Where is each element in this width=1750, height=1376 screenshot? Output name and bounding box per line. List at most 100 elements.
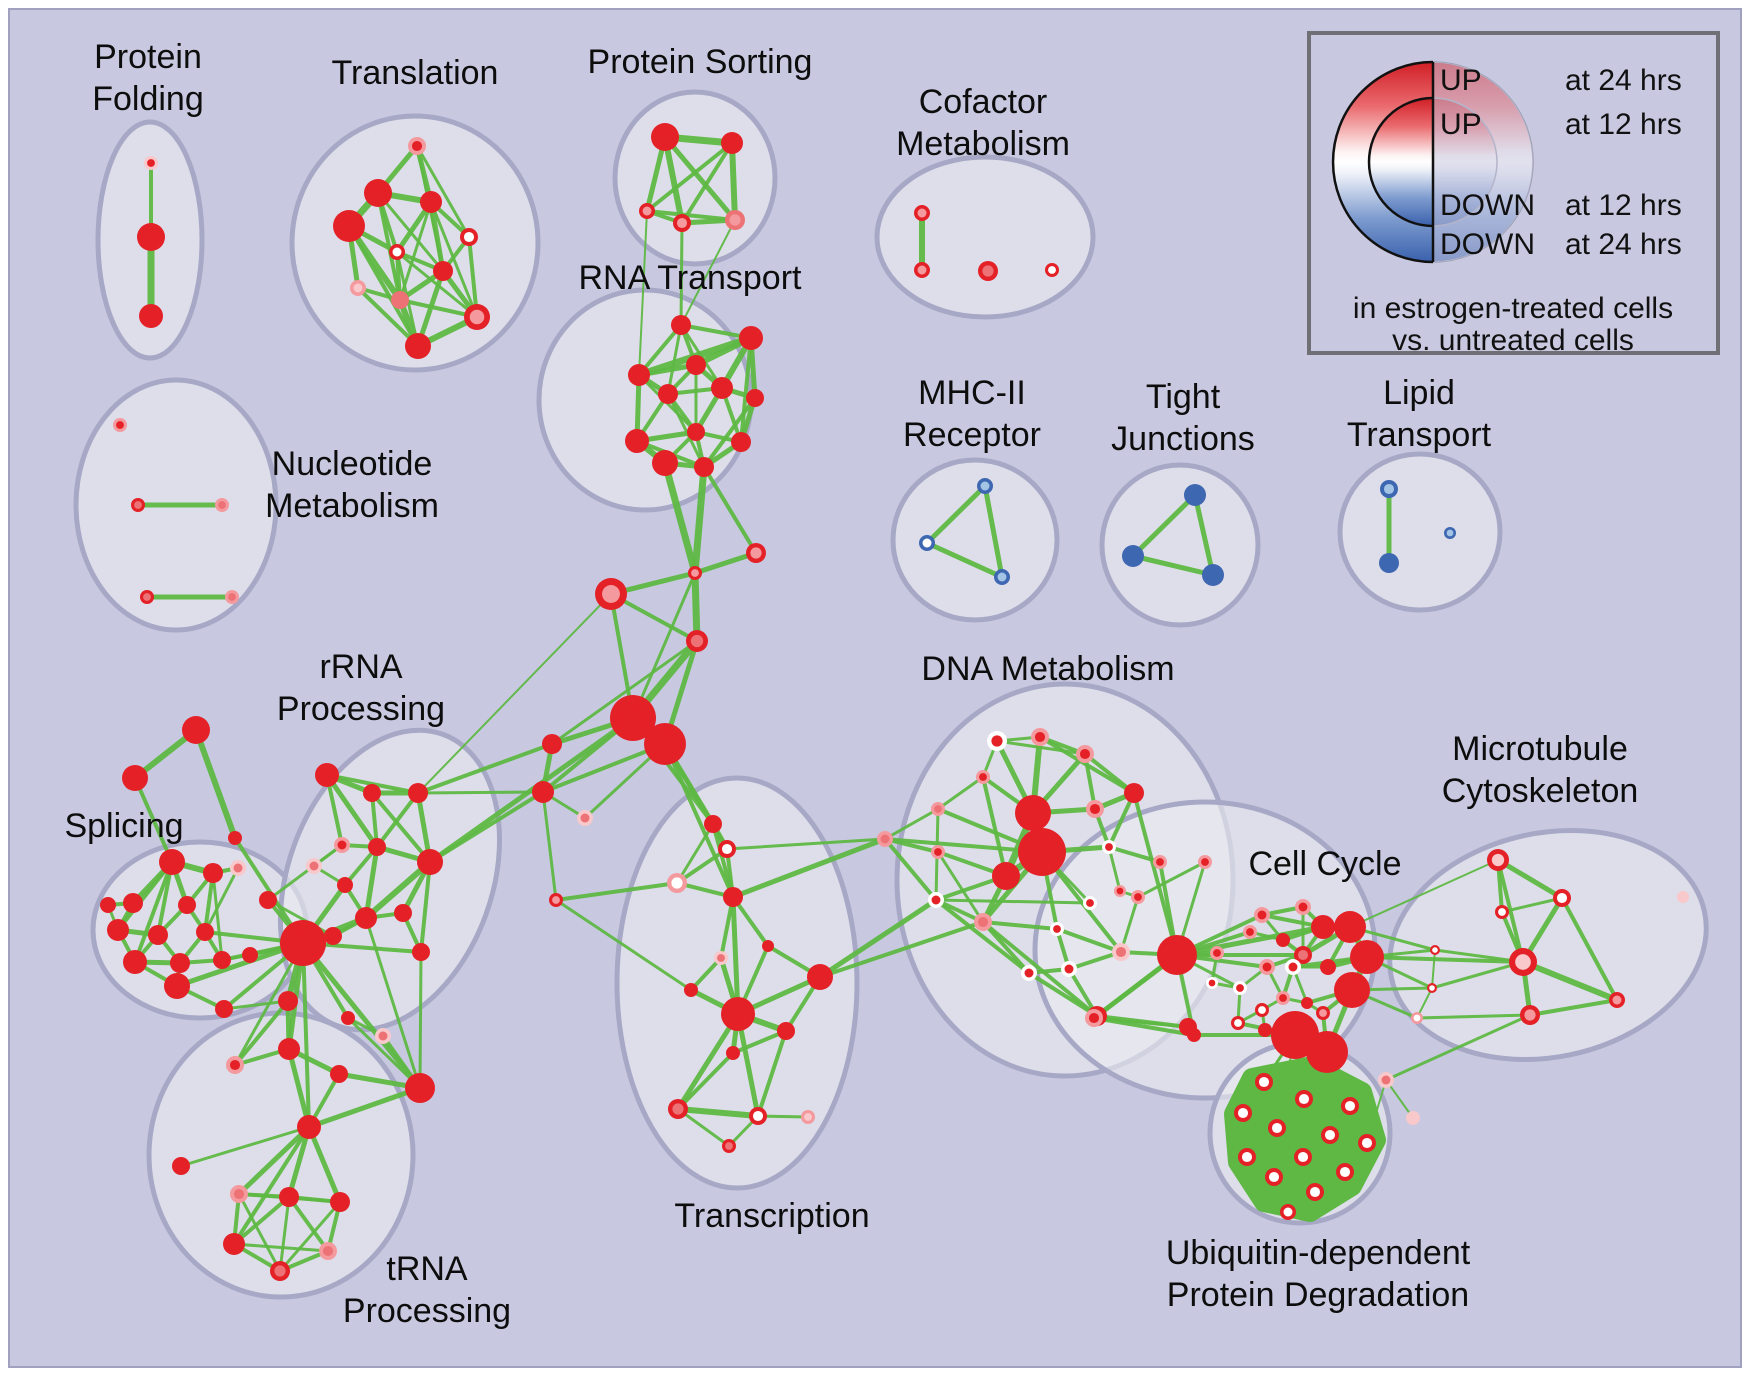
node-ub6 xyxy=(1321,1126,1339,1144)
cluster-cofactor-metabolism xyxy=(874,154,1096,320)
node-inner-disc xyxy=(1213,949,1221,957)
edge-rp2-rp6 xyxy=(370,791,379,849)
node-d22 xyxy=(1157,935,1197,975)
node-cc13 xyxy=(1285,959,1301,975)
node-inner-disc xyxy=(998,868,1014,884)
edge-rp13-u5 xyxy=(418,950,423,1090)
node-ub7 xyxy=(1358,1134,1376,1152)
node-inner-disc xyxy=(1262,962,1272,972)
edge-mt4-mt5 xyxy=(1520,959,1620,1003)
node-inner-disc xyxy=(1319,1009,1327,1017)
node-tx2 xyxy=(718,840,736,858)
node-inner-disc xyxy=(750,547,762,559)
node-inner-disc xyxy=(698,461,710,473)
node-n3 xyxy=(215,498,229,512)
edge-tx9-tx12 xyxy=(675,1011,741,1112)
node-ub1 xyxy=(1255,1073,1273,1091)
node-inner-disc xyxy=(1341,979,1363,1001)
edge-x1-h1 xyxy=(631,571,697,720)
node-inner-disc xyxy=(1357,947,1377,967)
node-ps3 xyxy=(639,203,655,219)
node-inner-disc xyxy=(469,309,485,325)
edge-ps3-r3 xyxy=(638,210,648,376)
node-t6 xyxy=(389,244,405,260)
cluster-label-transcription-line0: Transcription xyxy=(674,1197,869,1235)
node-mt6 xyxy=(1520,1005,1540,1025)
node-inner-disc xyxy=(1298,902,1308,912)
node-u1 xyxy=(278,991,298,1011)
node-u11 xyxy=(279,1187,299,1207)
edge-u13-u14 xyxy=(232,1242,330,1253)
node-inner-disc xyxy=(412,787,424,799)
cluster-label-rna-transport-line0: RNA Transport xyxy=(579,259,803,297)
node-inner-disc xyxy=(1105,843,1113,851)
node-inner-disc xyxy=(424,195,438,209)
node-rp4 xyxy=(334,837,350,853)
node-t10 xyxy=(464,304,490,330)
cluster-label-ubiquitin-degradation-line1: Protein Degradation xyxy=(1167,1276,1469,1314)
node-cc19 xyxy=(1255,1003,1269,1017)
edge-r5-r12 xyxy=(666,392,706,469)
node-inner-disc xyxy=(1361,1137,1373,1149)
node-inner-disc xyxy=(735,436,747,448)
node-ps4 xyxy=(673,214,691,232)
node-inner-disc xyxy=(880,834,890,844)
legend-time-label-2: at 12 hrs xyxy=(1565,189,1682,222)
node-inner-disc xyxy=(169,978,185,994)
node-inner-disc xyxy=(725,136,739,150)
node-inner-disc xyxy=(1024,968,1034,978)
node-inner-disc xyxy=(394,294,406,306)
node-cc12 xyxy=(1259,959,1275,975)
edge-d4-d9 xyxy=(981,775,1008,878)
node-inner-disc xyxy=(127,770,143,786)
edge-s1-s6 xyxy=(116,860,174,932)
edge-tx2-d10 xyxy=(725,837,887,851)
node-inner-disc xyxy=(931,895,941,905)
node-d12 xyxy=(1102,840,1116,854)
edge-s1-s10 xyxy=(133,860,174,964)
node-s13 xyxy=(164,973,190,999)
cluster-labels: Protein Folding Translation Protein Sorting… xyxy=(64,38,1638,1330)
node-s11 xyxy=(170,953,190,973)
node-ubx2 xyxy=(1406,1111,1420,1125)
edge-d3-d7 xyxy=(1083,752,1097,811)
node-tx9 xyxy=(721,997,755,1031)
node-inner-disc xyxy=(1246,928,1254,936)
edge-cc1-d25 xyxy=(1095,1014,1190,1029)
node-u15 xyxy=(270,1261,290,1281)
node-tx14 xyxy=(801,1110,815,1124)
cluster-label-trna-processing-line1: Processing xyxy=(343,1292,511,1330)
node-inner-disc xyxy=(411,1079,429,1097)
node-sph xyxy=(280,920,326,966)
node-d21 xyxy=(1112,943,1130,961)
edge-h4-h2 xyxy=(541,742,667,794)
edge-rp3-h4 xyxy=(416,790,545,795)
node-pf2 xyxy=(137,223,165,251)
node-mt7 xyxy=(1430,945,1440,955)
edge-rp4-rp12 xyxy=(266,843,344,902)
node-inner-disc xyxy=(1188,488,1202,502)
node-tx1 xyxy=(704,815,722,833)
node-n1 xyxy=(113,418,127,432)
edge-ps2-ps5 xyxy=(729,140,738,223)
node-s4 xyxy=(178,896,196,914)
edge-r12-x2 xyxy=(702,465,758,555)
node-m3 xyxy=(994,569,1010,585)
node-inner-disc xyxy=(134,501,142,509)
node-inner-disc xyxy=(1268,1171,1280,1183)
node-inner-disc xyxy=(934,848,942,856)
node-inner-disc xyxy=(580,813,590,823)
node-inner-disc xyxy=(322,1245,334,1257)
edge-mt6-mt9 xyxy=(1415,1013,1532,1020)
edge-t1-t5 xyxy=(415,144,471,239)
node-inner-disc xyxy=(657,455,673,471)
node-inner-disc xyxy=(227,1237,241,1251)
edge-mt7-mt8 xyxy=(1431,949,1436,989)
node-rp12 xyxy=(259,891,277,909)
node-ub3 xyxy=(1341,1097,1359,1115)
cluster-label-mhc-ii-receptor-line0: MHC-II xyxy=(918,374,1026,412)
node-d26 xyxy=(1198,855,1212,869)
node-inner-disc xyxy=(1237,1107,1249,1119)
node-x2 xyxy=(746,543,766,563)
node-inner-disc xyxy=(164,854,180,870)
